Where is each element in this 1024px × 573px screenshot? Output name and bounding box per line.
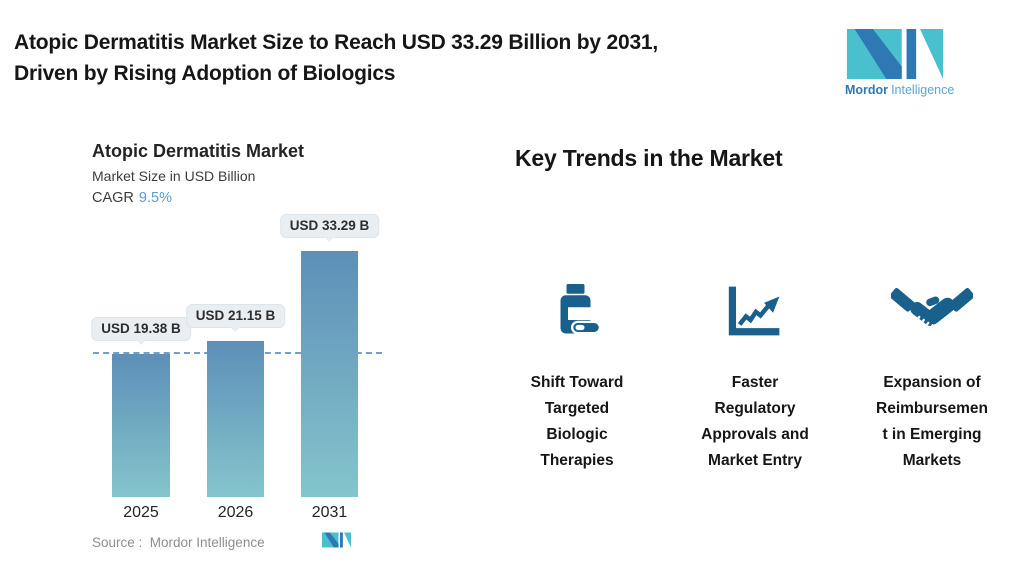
brand-wordmark: Mordor Intelligence	[845, 83, 954, 97]
trend-label: Expansion of Reimbursemen t in Emerging …	[876, 374, 988, 469]
chart-title: Atopic Dermatitis Market	[92, 141, 305, 161]
chart-subtitle: Market Size in USD Billion	[92, 168, 256, 184]
bar-group-2025: USD 19.38 B 2025	[91, 218, 191, 521]
bar-group-2031: USD 33.29 B 2031	[279, 214, 380, 521]
bar-value-text: USD 19.38 B	[101, 321, 181, 336]
page-title-line1: Atopic Dermatitis Market Size to Reach U…	[14, 31, 659, 54]
trends-heading: Key Trends in the Market	[515, 145, 783, 171]
trend-item-biologic-therapies: Shift Toward Targeted Biologic Therapies	[492, 278, 662, 474]
mordor-logo-mark-icon	[846, 29, 944, 79]
bar-group-2026: USD 21.15 B 2026	[185, 218, 286, 521]
trend-label: Shift Toward Targeted Biologic Therapies	[530, 374, 624, 469]
bar-value-text: USD 21.15 B	[195, 308, 276, 323]
line-chart-up-icon	[670, 278, 840, 344]
bar-chart-plot: USD 19.38 B 2025 USD 21.15 B 2026 USD 33…	[90, 214, 392, 521]
year-label: 2031	[311, 504, 348, 521]
bar-value-label: USD 19.38 B	[91, 317, 191, 341]
bar-2025	[112, 354, 170, 497]
cagr-label: CAGR	[92, 190, 134, 206]
page-title: Atopic Dermatitis Market Size to Reach U…	[14, 27, 824, 89]
mordor-intelligence-logo: Mordor Intelligence	[845, 29, 954, 97]
brand-name-bold: Mordor	[845, 83, 889, 97]
bar-value-text: USD 33.29 B	[289, 218, 370, 233]
trend-item-regulatory-approvals: Faster Regulatory Approvals and Market E…	[670, 278, 840, 474]
cagr-value: 9.5%	[138, 190, 172, 206]
source-logo	[322, 532, 351, 548]
year-label: 2026	[217, 504, 254, 521]
year-label: 2025	[123, 504, 159, 521]
bar-value-label: USD 33.29 B	[279, 214, 380, 238]
source-attribution: Source : Mordor Intelligence	[92, 535, 265, 550]
trend-item-reimbursement-expansion: Expansion of Reimbursemen t in Emerging …	[847, 278, 1017, 474]
handshake-icon	[847, 278, 1017, 344]
trend-label: Faster Regulatory Approvals and Market E…	[701, 374, 809, 469]
bar-2026	[207, 341, 264, 497]
chart-cagr: CAGR 9.5%	[92, 190, 172, 206]
brand-name-light: Intelligence	[891, 83, 955, 97]
pill-bottle-icon	[492, 278, 662, 344]
mordor-logo-mark-small-icon	[322, 532, 351, 548]
bar-value-label: USD 21.15 B	[185, 304, 286, 328]
page-title-line2: Driven by Rising Adoption of Biologics	[14, 62, 396, 85]
bar-2031	[301, 251, 358, 497]
